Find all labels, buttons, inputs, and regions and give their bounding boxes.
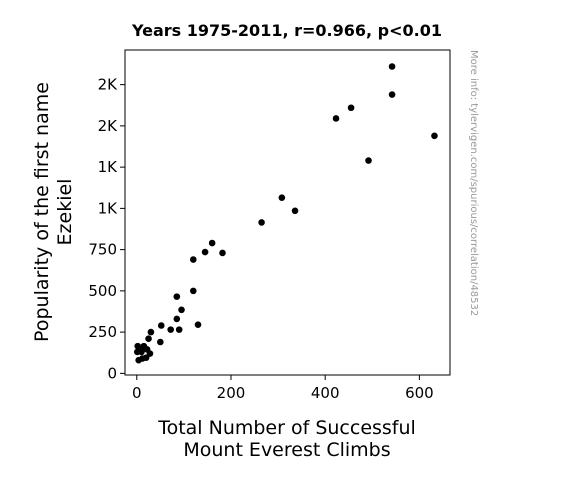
x-tick-label: 0 [132, 384, 142, 402]
data-point [157, 322, 165, 329]
y-tick-label: 0 [107, 364, 117, 382]
data-point [146, 350, 154, 357]
data-point [157, 338, 164, 346]
data-point [332, 115, 340, 122]
data-point [173, 315, 181, 323]
source-note: More info: tylervigen.com/spurious/corre… [468, 50, 479, 316]
data-point [291, 207, 299, 215]
data-point [219, 249, 226, 257]
data-point [258, 219, 265, 226]
data-point [173, 293, 181, 300]
data-point [388, 91, 396, 98]
data-point [194, 321, 202, 328]
x-tick-label: 200 [217, 384, 246, 402]
data-point [147, 328, 155, 336]
data-point [189, 287, 197, 295]
x-tick-label: 400 [311, 384, 340, 402]
y-tick-label: 2K [98, 76, 119, 94]
y-tick-label: 250 [88, 323, 117, 341]
x-axis-label-line-1: Total Number of Successful [157, 417, 416, 439]
data-point [145, 335, 152, 343]
data-point [189, 256, 197, 263]
y-axis-label-line-2: Ezekiel [54, 179, 76, 246]
data-point [178, 306, 185, 314]
data-point [175, 326, 183, 333]
y-tick-label: 2K [98, 117, 119, 135]
chart-title: Years 1975-2011, r=0.966, p<0.01 [131, 21, 442, 40]
data-point [201, 248, 209, 256]
data-point [347, 104, 355, 112]
y-tick-label: 500 [88, 282, 117, 300]
plot-area-frame [124, 49, 451, 376]
data-point [208, 239, 216, 247]
y-tick-label: 750 [88, 241, 117, 259]
data-points [133, 63, 438, 364]
data-point [388, 63, 396, 70]
x-axis-label-line-2: Mount Everest Climbs [183, 439, 390, 461]
data-point [167, 326, 174, 333]
x-tick-label: 600 [405, 384, 434, 402]
data-point [431, 132, 438, 140]
y-tick-label: 1K [98, 199, 119, 217]
x-axis: 0 200 400 600 [132, 375, 434, 402]
y-axis: 0 250 500 750 1K 1K 2K 2K [88, 76, 125, 382]
y-tick-label: 1K [98, 158, 119, 176]
data-point [365, 157, 372, 164]
y-axis-label-line-1: Popularity of the first name [31, 82, 53, 342]
data-point [278, 194, 286, 201]
